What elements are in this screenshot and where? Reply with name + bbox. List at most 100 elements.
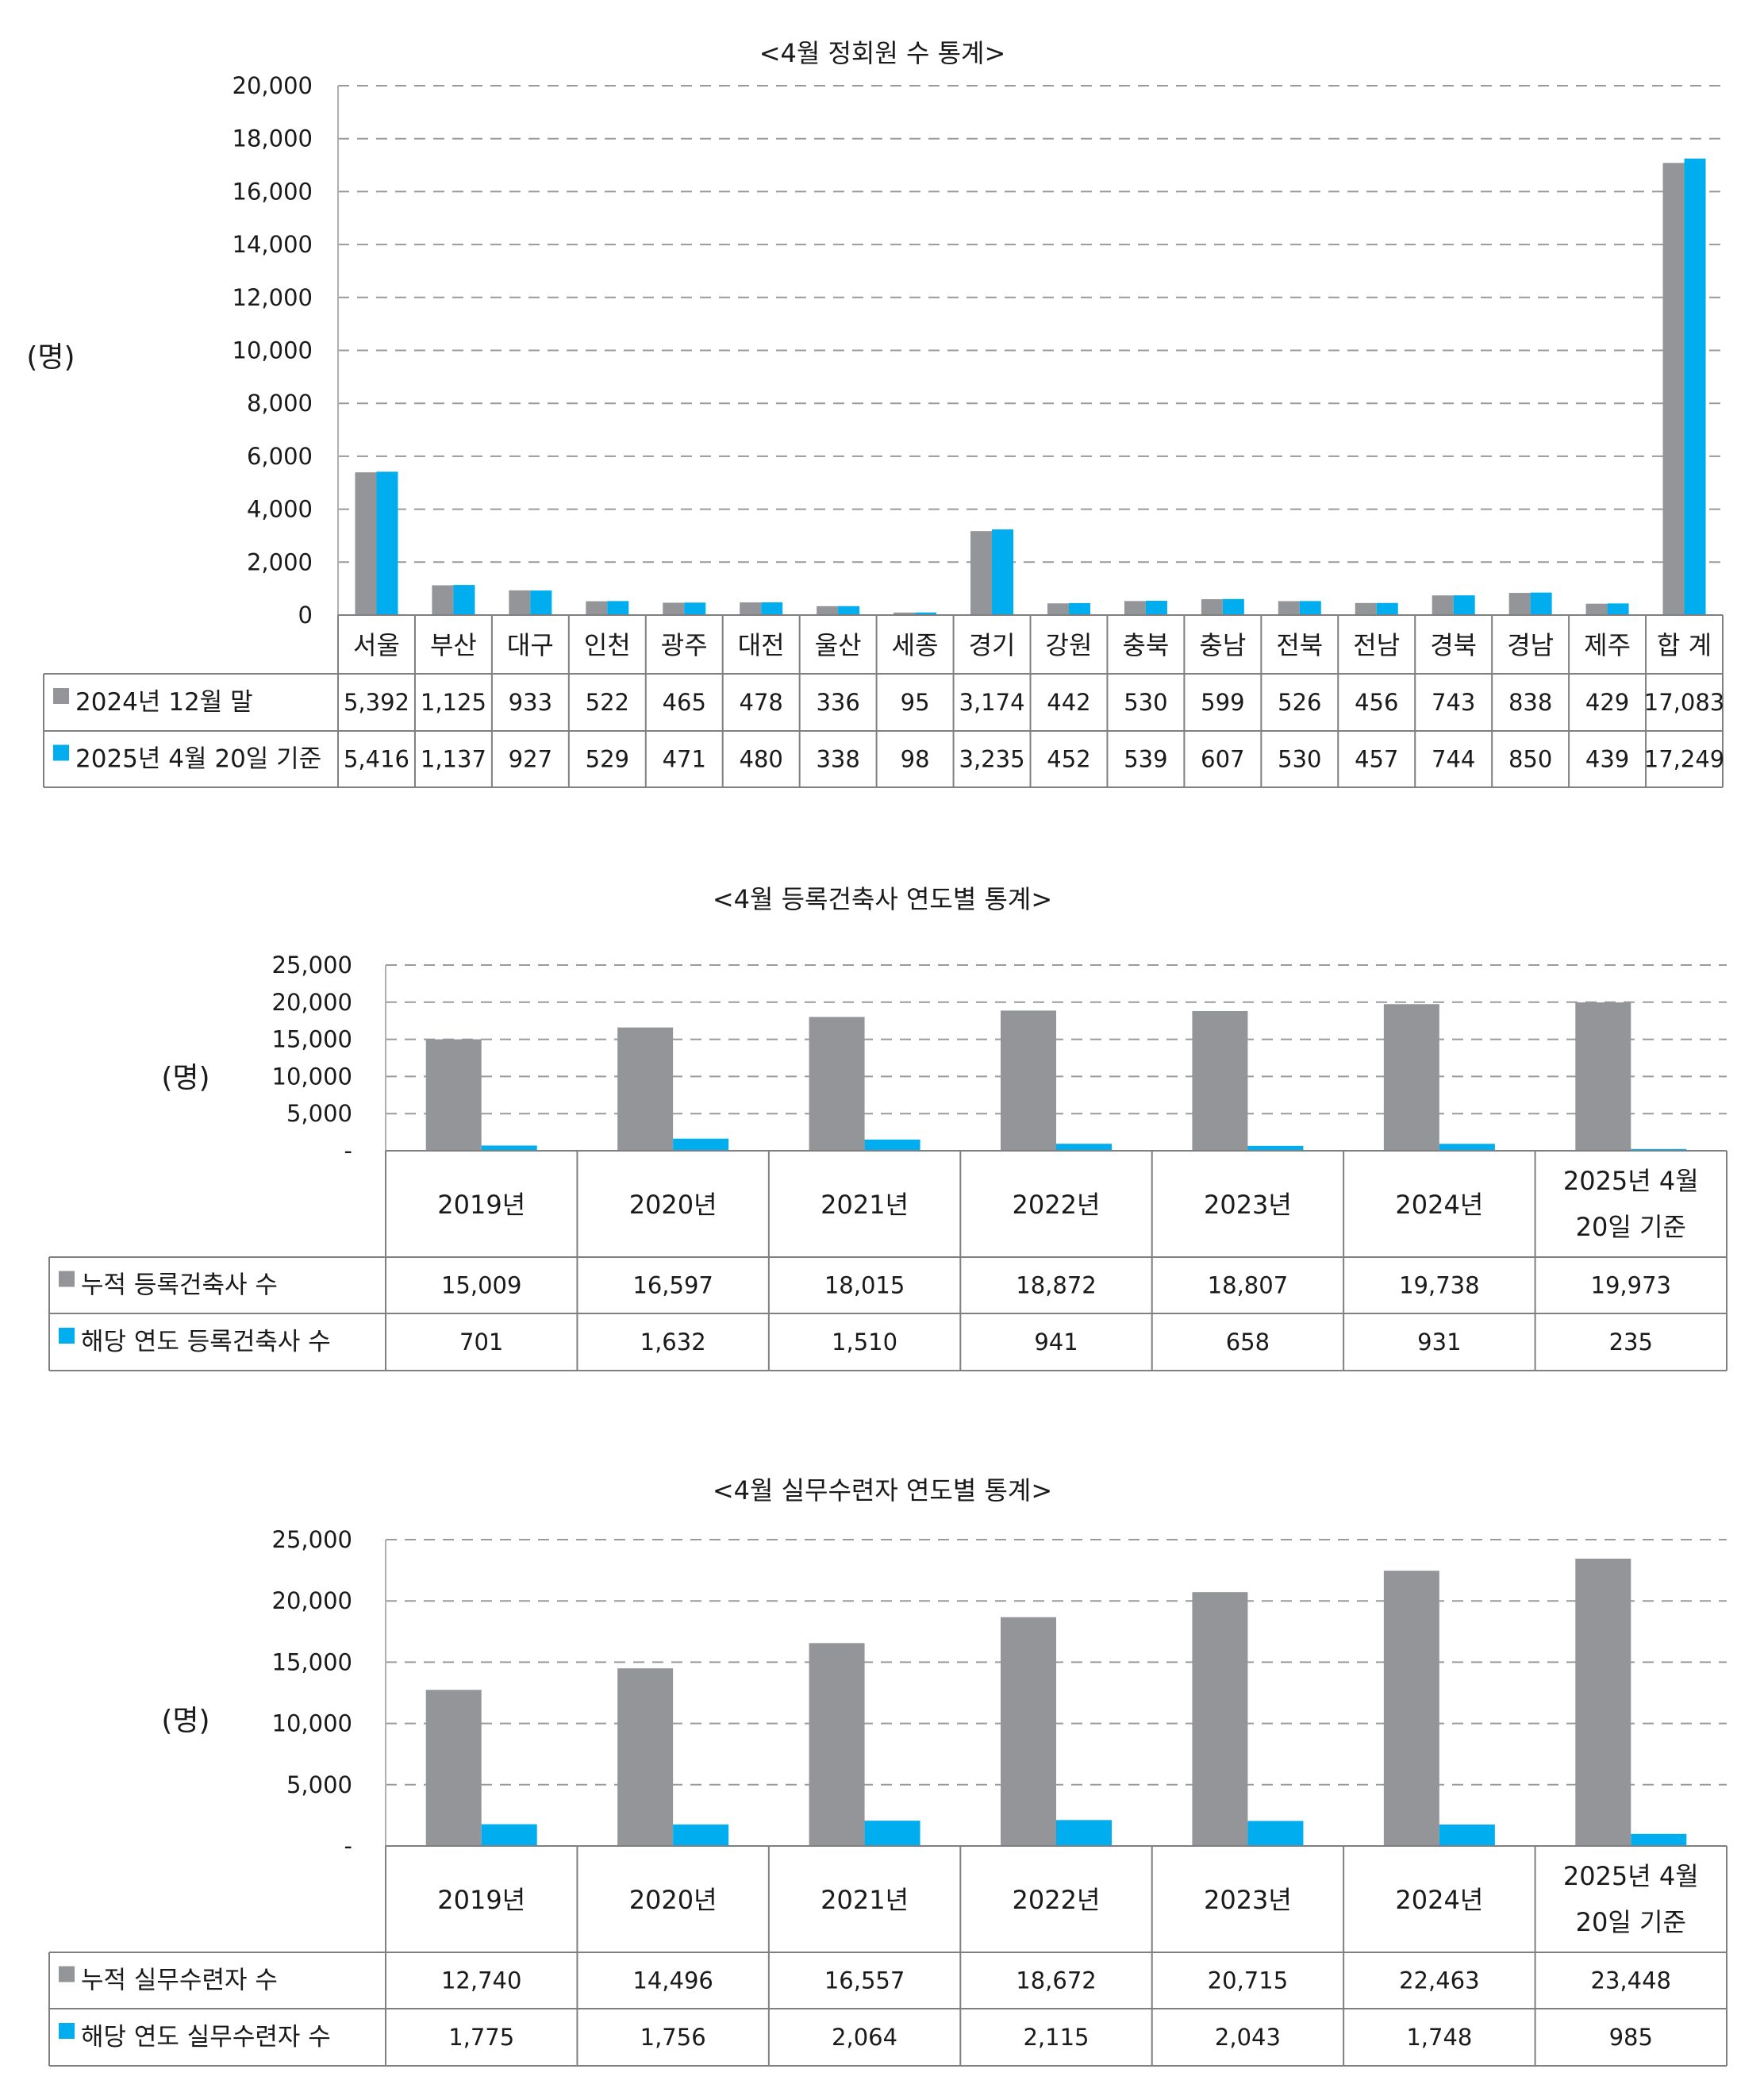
bar [376,471,398,615]
bar [761,602,783,615]
data-label: 701 [459,1329,503,1356]
bar [1575,1002,1631,1151]
data-label: 15,009 [441,1272,521,1299]
y-tick-label: 25,000 [272,1526,352,1553]
x-category-label: 충북 [1122,630,1169,660]
data-label: 931 [1417,1329,1461,1356]
x-category-label: 2022년 [1013,1885,1101,1915]
y-tick-label: 12,000 [233,284,313,311]
legend-swatch [53,744,69,761]
bar [864,1821,920,1846]
y-tick-label: 15,000 [272,1026,352,1053]
y-tick-label: 18,000 [233,125,313,152]
data-label: 1,756 [640,2024,706,2051]
data-label: 457 [1355,746,1398,773]
legend-label: 해당 연도 실무수련자 수 [81,2023,331,2052]
x-category-label: 충남 [1199,630,1246,660]
data-label: 539 [1124,746,1167,773]
data-label: 480 [740,746,783,773]
bar [684,602,706,615]
bar [673,1824,729,1846]
chart-title: <4월 정회원 수 통계> [759,38,1006,68]
x-category-label: 강원 [1046,630,1093,660]
data-label: 478 [740,689,783,716]
legend-swatch [59,1328,75,1344]
y-axis-unit-label: (명) [161,1705,209,1737]
data-label: 3,174 [959,689,1025,716]
data-label: 18,872 [1016,1272,1096,1299]
data-label: 933 [509,689,552,716]
bar [1383,1571,1439,1846]
data-label: 16,597 [632,1272,713,1299]
data-label: 522 [586,689,629,716]
data-label: 850 [1508,746,1552,773]
data-label: 529 [586,746,629,773]
x-category-label: 2020년 [629,1885,717,1915]
bar [894,612,916,615]
bar [617,1027,674,1151]
y-tick-label: 8,000 [247,390,313,417]
x-category-label: 경북 [1430,630,1477,660]
x-category-label: 전남 [1353,630,1400,660]
x-category-label: 2021년 [821,1885,909,1915]
bar [1192,1010,1248,1151]
bar [1631,1148,1687,1151]
legend-swatch [59,2023,75,2039]
bar [838,606,860,615]
x-category-label: 2023년 [1204,1885,1292,1915]
data-label: 336 [816,689,859,716]
bar [1001,1010,1056,1151]
bar [864,1139,920,1151]
data-label: 2,043 [1215,2024,1281,2051]
x-category-label: 대구 [507,630,554,660]
data-label: 23,448 [1591,1967,1671,1994]
data-label: 1,632 [640,1329,706,1356]
x-category-label: 광주 [661,630,708,660]
legend-label: 누적 등록건축사 수 [81,1271,278,1300]
bar [1383,1004,1439,1151]
bar [1001,1617,1056,1846]
y-tick-label: 20,000 [233,72,313,99]
data-label: 18,807 [1208,1272,1288,1299]
bar [1247,1145,1304,1151]
data-label: 439 [1585,746,1629,773]
bar [607,601,629,615]
y-tick-label: 25,000 [272,952,352,979]
x-category-label: 합 계 [1657,630,1712,660]
data-label: 526 [1278,689,1321,716]
bar [355,472,377,615]
x-category-label: 2021년 [821,1190,909,1220]
y-tick-label: 15,000 [272,1648,352,1675]
y-axis-unit-label: (명) [26,341,75,374]
y-tick-label: 10,000 [272,1063,352,1090]
bar [1631,1833,1687,1846]
bar [1432,595,1454,615]
y-tick-label: - [344,1832,352,1859]
bar [1299,601,1321,615]
bar [1192,1592,1248,1846]
data-label: 2,064 [832,2024,897,2051]
bar [673,1138,729,1151]
data-label: 17,083 [1644,689,1724,716]
data-label: 985 [1609,2024,1653,2051]
x-category-label: 대전 [738,630,785,660]
data-label: 5,392 [344,689,409,716]
x-category-label: 제주 [1584,630,1631,660]
y-tick-label: 6,000 [247,443,313,470]
data-label: 18,015 [824,1272,905,1299]
bar [992,529,1014,615]
data-label: 429 [1585,689,1629,716]
y-axis-unit-label: (명) [161,1062,209,1094]
bar [481,1824,537,1846]
bar [809,1017,865,1151]
bar [1056,1144,1112,1151]
chart-title: <4월 등록건축사 연도별 통계> [713,884,1052,914]
legend-swatch [53,688,69,704]
x-category-label: 2025년 4월 20일 기준 [1563,1166,1699,1242]
data-label: 98 [901,746,930,773]
data-label: 95 [901,689,930,716]
data-label: 465 [663,689,706,716]
data-label: 456 [1355,689,1398,716]
legend-label: 2024년 12월 말 [75,688,253,717]
bar [809,1643,865,1846]
